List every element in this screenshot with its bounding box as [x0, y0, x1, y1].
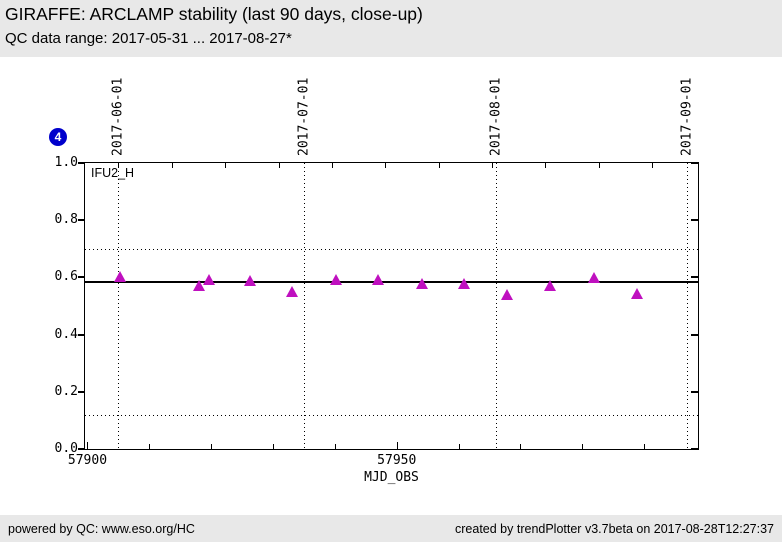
footer-powered-by: powered by QC: www.eso.org/HC [8, 521, 195, 536]
top-axis-tick [652, 163, 654, 168]
header-bar: GIRAFFE: ARCLAMP stability (last 90 days… [0, 0, 782, 57]
qc-data-range-subtitle: QC data range: 2017-05-31 ... 2017-08-27… [5, 30, 292, 47]
top-axis-tick [438, 163, 440, 168]
x-tick-label: 57950 [377, 453, 417, 468]
y-tick-right [691, 448, 698, 450]
data-point [192, 280, 205, 292]
top-axis-tick [385, 163, 387, 168]
y-tick-right [691, 390, 698, 393]
data-point [285, 286, 298, 298]
threshold-line [85, 414, 698, 416]
top-axis-tick [598, 163, 600, 168]
y-tick-left [78, 333, 85, 336]
x-minor-tick [520, 444, 522, 449]
top-axis-tick [118, 163, 120, 168]
y-tick-label: 0.8 [54, 212, 78, 228]
y-tick-label: 0.2 [54, 383, 78, 399]
data-point [458, 278, 471, 290]
y-tick-right [691, 276, 698, 279]
y-tick-label: 0.0 [54, 441, 78, 456]
plot-number-badge[interactable]: 4 [49, 128, 67, 146]
x-axis-label: MJD_OBS [364, 470, 419, 485]
top-axis-tick [171, 163, 173, 168]
date-label: 2017-07-01 [296, 77, 312, 156]
page-title: GIRAFFE: ARCLAMP stability (last 90 days… [5, 4, 423, 24]
month-gridline [303, 163, 305, 449]
y-tick-left [78, 162, 85, 164]
x-minor-tick [644, 444, 646, 449]
y-tick-left [78, 276, 85, 279]
date-label: 2017-06-01 [110, 77, 126, 156]
x-minor-tick [458, 444, 460, 449]
x-minor-tick [211, 444, 213, 449]
footer-bar: powered by QC: www.eso.org/HC created by… [0, 515, 782, 542]
y-tick-left [78, 448, 85, 450]
threshold-line [85, 248, 698, 250]
data-point [114, 270, 127, 282]
top-axis-tick [331, 163, 333, 168]
data-point [329, 274, 342, 286]
x-minor-tick [273, 444, 275, 449]
y-tick-label: 1.0 [54, 155, 78, 170]
data-point [501, 288, 514, 300]
x-minor-tick [149, 444, 151, 449]
y-tick-right [691, 333, 698, 336]
date-label: 2017-09-01 [679, 77, 695, 156]
month-gridline [495, 163, 497, 449]
series-label: IFU2_H [91, 166, 135, 180]
top-axis-tick [492, 163, 494, 168]
month-gridline [687, 163, 689, 449]
y-tick-right [691, 162, 698, 164]
y-tick-left [78, 390, 85, 393]
x-minor-tick [582, 444, 584, 449]
data-point [631, 288, 644, 300]
data-point [243, 274, 256, 286]
data-point [202, 274, 215, 286]
median-line [85, 280, 698, 283]
data-point [544, 279, 557, 291]
plot-area: IFU2_H MJD_OBS 2017-06-01 2017-07-01 2017-… [55, 78, 699, 485]
top-axis-tick [278, 163, 280, 168]
top-axis-tick [225, 163, 227, 168]
data-point [588, 272, 601, 284]
date-label: 2017-08-01 [488, 77, 504, 156]
data-point [372, 274, 385, 286]
x-tick-label: 57900 [67, 453, 108, 468]
x-major-tick [396, 442, 398, 449]
x-major-tick [87, 442, 89, 449]
y-tick-label: 0.6 [54, 269, 78, 285]
y-tick-right [691, 219, 698, 222]
data-point [415, 278, 428, 290]
y-tick-left [78, 219, 85, 222]
month-gridline [118, 163, 120, 449]
y-tick-label: 0.4 [54, 326, 78, 342]
footer-created-by: created by trendPlotter v3.7beta on 2017… [455, 521, 774, 536]
top-axis-tick [545, 163, 547, 168]
x-minor-tick [334, 444, 336, 449]
